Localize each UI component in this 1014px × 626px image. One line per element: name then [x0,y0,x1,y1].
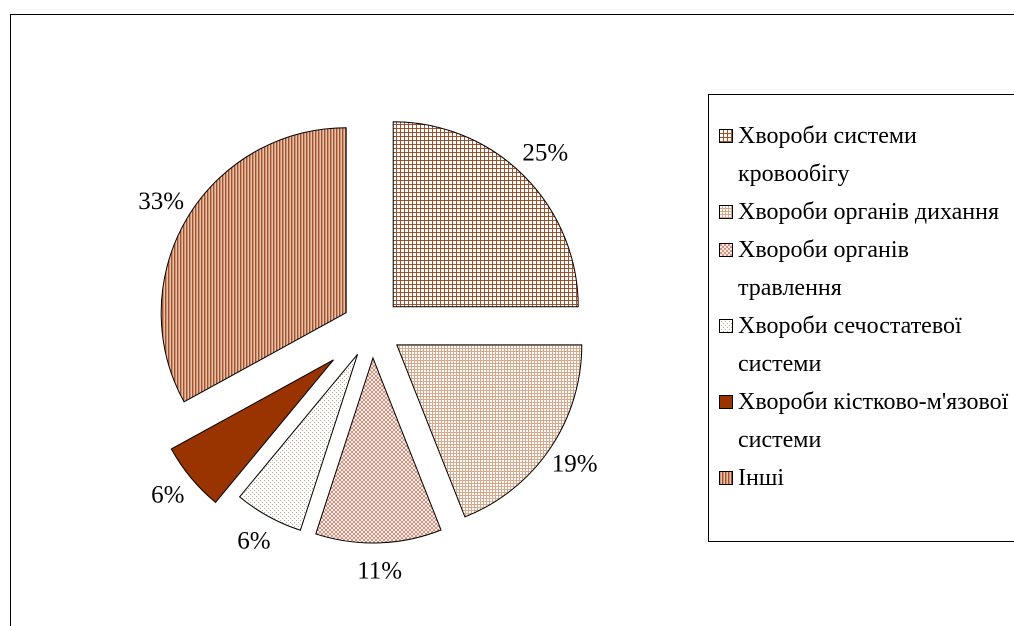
legend-swatch-box [719,395,733,409]
pie-slice [160,127,347,403]
legend-swatch-box [719,129,733,143]
pie-slice [238,353,359,531]
legend-swatch [719,129,733,143]
legend-label: Хвороби органів дихання [738,199,1000,225]
legend-label: Хвороби сечостатевої системи [738,313,962,377]
legend-item: Хвороби сечостатевої системи [719,307,1014,383]
legend-swatch [719,243,733,257]
legend-label: Хвороби органів травлення [738,237,909,301]
legend-swatch-box [719,205,733,219]
legend-swatch [719,205,733,219]
data-label: 11% [357,558,402,585]
legend-item: Хвороби органів дихання [719,193,1014,231]
chart-frame [10,14,1014,626]
data-label: 19% [552,450,598,477]
legend-item: Хвороби системи кровообігу [719,117,1014,193]
legend-swatch-box [719,471,733,485]
pie-slice [170,359,334,504]
data-label: 33% [138,188,184,215]
legend-label: Хвороби кістково-м'язової системи [738,389,1009,453]
legend-swatch-box [719,319,733,333]
pie-slice [315,356,442,544]
legend-item: Інші [719,459,1014,497]
legend-label: Хвороби системи кровообігу [738,123,917,187]
legend-swatch [719,395,733,409]
data-label: 6% [151,482,184,509]
pie-slice [396,344,583,518]
legend-swatch [719,471,733,485]
data-label: 25% [522,139,568,166]
legend-swatch-box [719,243,733,257]
legend-swatch [719,319,733,333]
legend: Хвороби системи кровообігу Хвороби органі… [708,94,1014,542]
pie-slice [392,121,579,308]
legend-item: Хвороби кістково-м'язової системи [719,383,1014,459]
legend-label: Інші [738,465,784,491]
data-label: 6% [237,527,270,554]
legend-item: Хвороби органів травлення [719,231,1014,307]
